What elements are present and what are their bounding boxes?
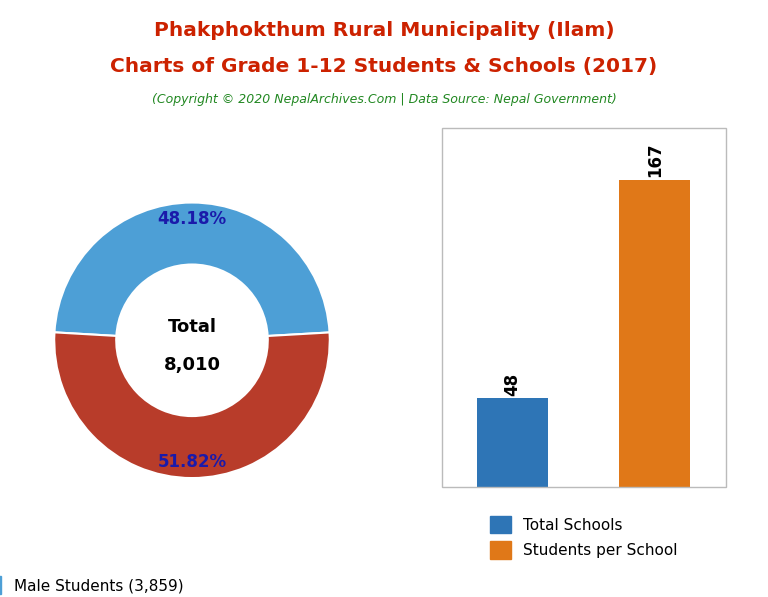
Bar — [477, 398, 548, 487]
Text: Phakphokthum Rural Municipality (Ilam): Phakphokthum Rural Municipality (Ilam) — [154, 21, 614, 40]
Wedge shape — [55, 202, 329, 336]
Text: 48.18%: 48.18% — [157, 210, 227, 228]
Text: 167: 167 — [646, 143, 664, 177]
Legend: Male Students (3,859), Female Students (4,151): Male Students (3,859), Female Students (… — [0, 576, 202, 597]
Text: 8,010: 8,010 — [164, 356, 220, 374]
Wedge shape — [55, 333, 329, 478]
Text: 48: 48 — [504, 373, 521, 396]
Bar — [619, 180, 690, 487]
Text: (Copyright © 2020 NepalArchives.Com | Data Source: Nepal Government): (Copyright © 2020 NepalArchives.Com | Da… — [151, 93, 617, 106]
Legend: Total Schools, Students per School: Total Schools, Students per School — [484, 510, 684, 565]
Text: 51.82%: 51.82% — [157, 453, 227, 470]
Text: Total: Total — [167, 318, 217, 336]
Text: Charts of Grade 1-12 Students & Schools (2017): Charts of Grade 1-12 Students & Schools … — [111, 57, 657, 76]
